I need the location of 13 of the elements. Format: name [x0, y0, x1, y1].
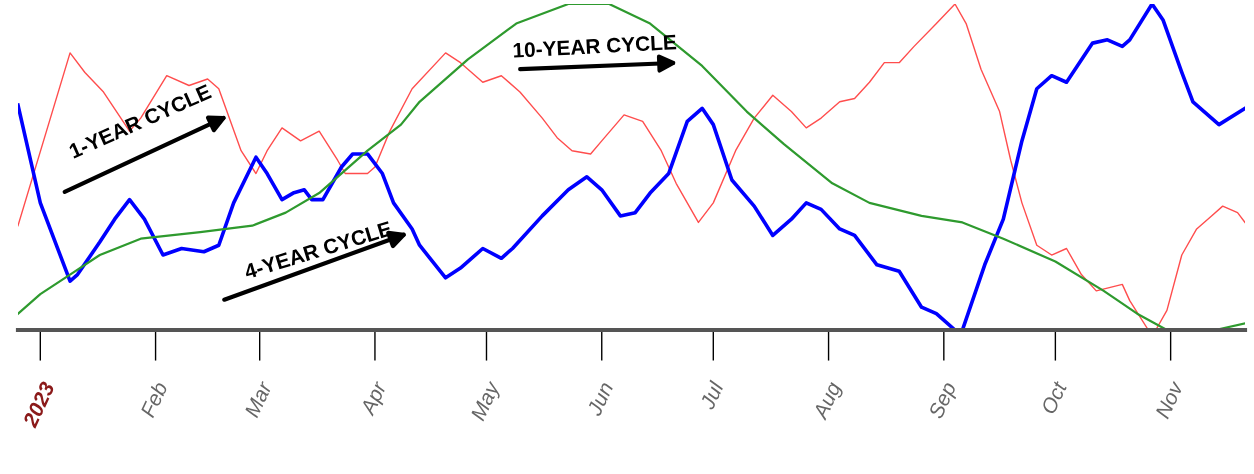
- x-tick-label: 2023: [22, 380, 56, 429]
- x-tick-label: May: [470, 379, 505, 424]
- x-tick-label: Jul: [698, 379, 725, 411]
- x-tick-label: Nov: [1154, 379, 1184, 420]
- x-tick-label: Sep: [927, 380, 961, 422]
- x-tick-label: Apr: [359, 379, 391, 419]
- x-tick-label: Jun: [586, 381, 614, 417]
- annotation: 10-YEAR CYCLE: [513, 34, 677, 58]
- x-tick-label: Aug: [812, 380, 846, 423]
- x-tick-label: Oct: [1040, 379, 1068, 415]
- annotation: 4-YEAR CYCLE: [243, 220, 393, 280]
- x-tick-label: Mar: [244, 379, 273, 419]
- x-tick-label: Feb: [139, 380, 168, 419]
